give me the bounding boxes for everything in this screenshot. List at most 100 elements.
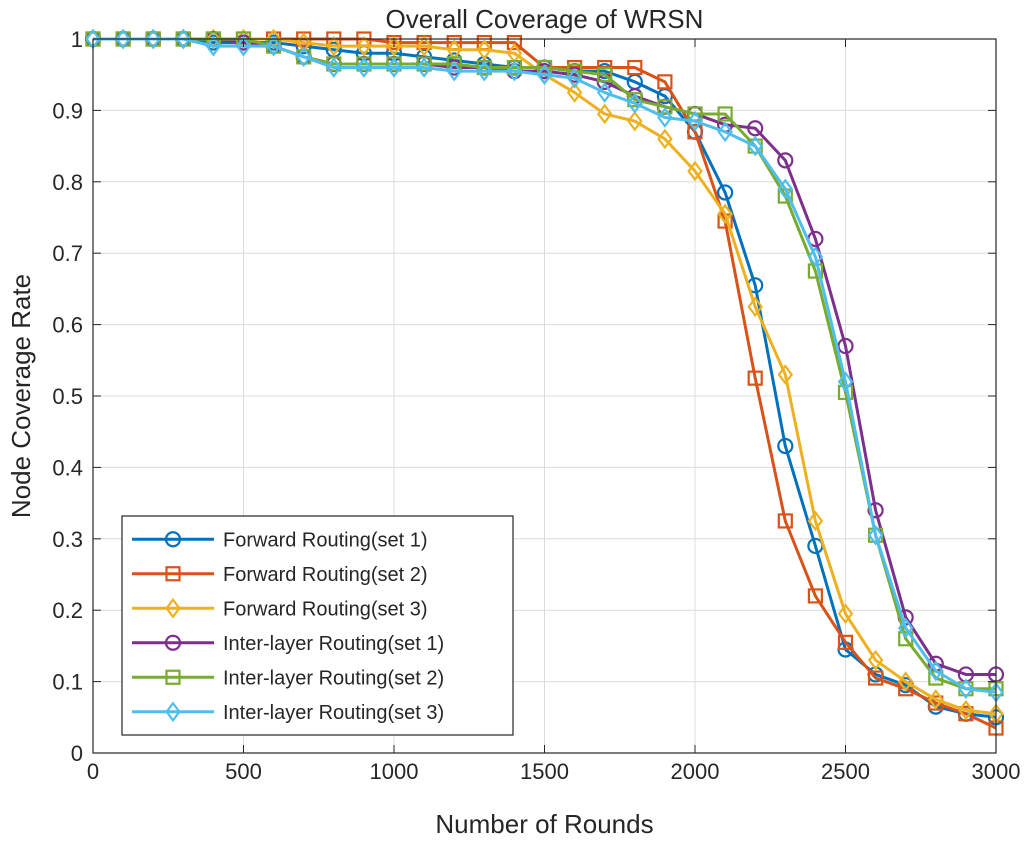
legend-swatch-marker	[164, 634, 182, 651]
series-3-point	[687, 160, 703, 182]
legend-item-3: Forward Routing(set 3)	[132, 597, 428, 620]
series-6-point	[777, 178, 794, 200]
series-2-point	[687, 124, 703, 140]
series-4-point	[837, 337, 854, 355]
legend-item-4: Inter-layer Routing(set 1)	[132, 633, 444, 655]
x-axis-title: Number of Rounds	[435, 809, 653, 839]
legend-box	[121, 515, 514, 736]
series-6-point	[536, 64, 553, 86]
series-6-point	[807, 246, 824, 268]
series-5-point	[717, 106, 733, 122]
series-3-point	[386, 35, 402, 57]
series-6-point	[928, 660, 944, 682]
series-6-point	[687, 110, 703, 132]
series-1-point	[777, 437, 794, 455]
y-tick-label: 0.7	[52, 241, 83, 266]
series-6-point	[145, 28, 161, 50]
series-3-point	[897, 671, 914, 692]
series-6-point	[235, 35, 252, 57]
x-tick-label: 0	[87, 759, 99, 784]
series-3-point	[958, 699, 974, 721]
series-6-point	[295, 46, 312, 68]
series-2-point	[807, 588, 824, 604]
series-6-point	[356, 57, 372, 78]
series-6-point	[205, 35, 222, 57]
series-4-point	[777, 152, 794, 169]
series-4-point	[747, 120, 764, 137]
legend-label: Forward Routing(set 2)	[223, 564, 428, 586]
x-tick-label: 1500	[520, 759, 569, 784]
legend-item-1: Forward Routing(set 1)	[132, 529, 428, 551]
y-axis-title: Node Coverage Rate	[6, 274, 36, 518]
series-3-point	[777, 364, 794, 385]
axes-layer: 0 500 1000 1500 2000 2500 3000 0 0.1 0.2 0.3 0.4 0.5…	[52, 27, 1020, 784]
legend-label: Forward Routing(set 3)	[223, 598, 428, 620]
series-6-point	[506, 60, 523, 82]
legend-item-6: Inter-layer Routing(set 3)	[132, 701, 444, 724]
series-6-point	[958, 678, 974, 700]
series-6-point	[175, 28, 192, 50]
series-3-point	[807, 510, 824, 532]
x-tick-label: 3000	[972, 759, 1021, 784]
series-6-point	[265, 35, 282, 57]
series-3-point	[596, 103, 613, 125]
y-tick-label: 0	[71, 741, 83, 766]
y-tick-label: 0.2	[52, 598, 83, 623]
series-6-point	[657, 107, 673, 128]
series-3-point	[928, 689, 944, 710]
y-tick-label: 0.4	[52, 455, 83, 480]
y-tick-label: 0.1	[52, 670, 83, 695]
legend-label: Inter-layer Routing(set 1)	[223, 633, 444, 655]
series-6-point	[326, 57, 342, 78]
series-6-point	[476, 60, 493, 82]
series-3-point	[566, 82, 583, 103]
series-6-point	[747, 135, 763, 157]
series-2-point	[867, 670, 884, 686]
series-3-point	[747, 296, 763, 318]
series-2-point	[506, 34, 522, 51]
series-6-point	[867, 524, 884, 546]
legend-swatch-marker	[165, 566, 181, 582]
x-tick-label: 1000	[370, 759, 419, 784]
y-tick-label: 0.8	[52, 170, 83, 195]
series-6-point	[897, 617, 914, 639]
series-4-point	[867, 502, 884, 519]
series-6-point	[566, 67, 583, 89]
y-tick-label: 0.9	[52, 98, 83, 123]
legend-item-5: Inter-layer Routing(set 2)	[132, 667, 444, 689]
series-3-point	[657, 128, 673, 150]
series-6-point	[627, 92, 643, 114]
series-6-point	[386, 57, 402, 78]
x-tick-label: 500	[225, 759, 262, 784]
series-3-point	[627, 110, 643, 132]
series-1-point	[716, 184, 734, 201]
series-3-point	[717, 203, 733, 225]
series-6-point	[596, 82, 613, 103]
series-2-point	[777, 513, 793, 529]
legend: Forward Routing(set 1) Forward Routing(se…	[121, 515, 514, 736]
series-6-point	[717, 121, 733, 143]
legend-swatch-marker	[165, 701, 181, 723]
series-3-point	[356, 35, 372, 57]
legend-item-2: Forward Routing(set 2)	[132, 564, 428, 586]
series-3-point	[326, 35, 342, 57]
x-tick-label: 2500	[821, 759, 870, 784]
chart-title: Overall Coverage of WRSN	[386, 4, 704, 34]
series-6-point	[115, 28, 131, 50]
series-2-point	[747, 370, 763, 386]
series-2-point	[837, 634, 854, 650]
legend-label: Forward Routing(set 1)	[223, 529, 428, 551]
series-5-point	[597, 67, 613, 83]
legend-label: Inter-layer Routing(set 2)	[223, 667, 444, 689]
legend-swatch-marker	[164, 531, 182, 548]
y-tick-label: 1	[71, 27, 83, 52]
series-6-point	[446, 60, 462, 82]
y-tick-label: 0.6	[52, 313, 83, 338]
series-2-point	[627, 59, 643, 76]
series-2-point	[657, 74, 673, 90]
legend-swatch-marker	[165, 597, 181, 619]
series-6-point	[416, 57, 432, 78]
legend-swatch-marker	[165, 669, 181, 685]
